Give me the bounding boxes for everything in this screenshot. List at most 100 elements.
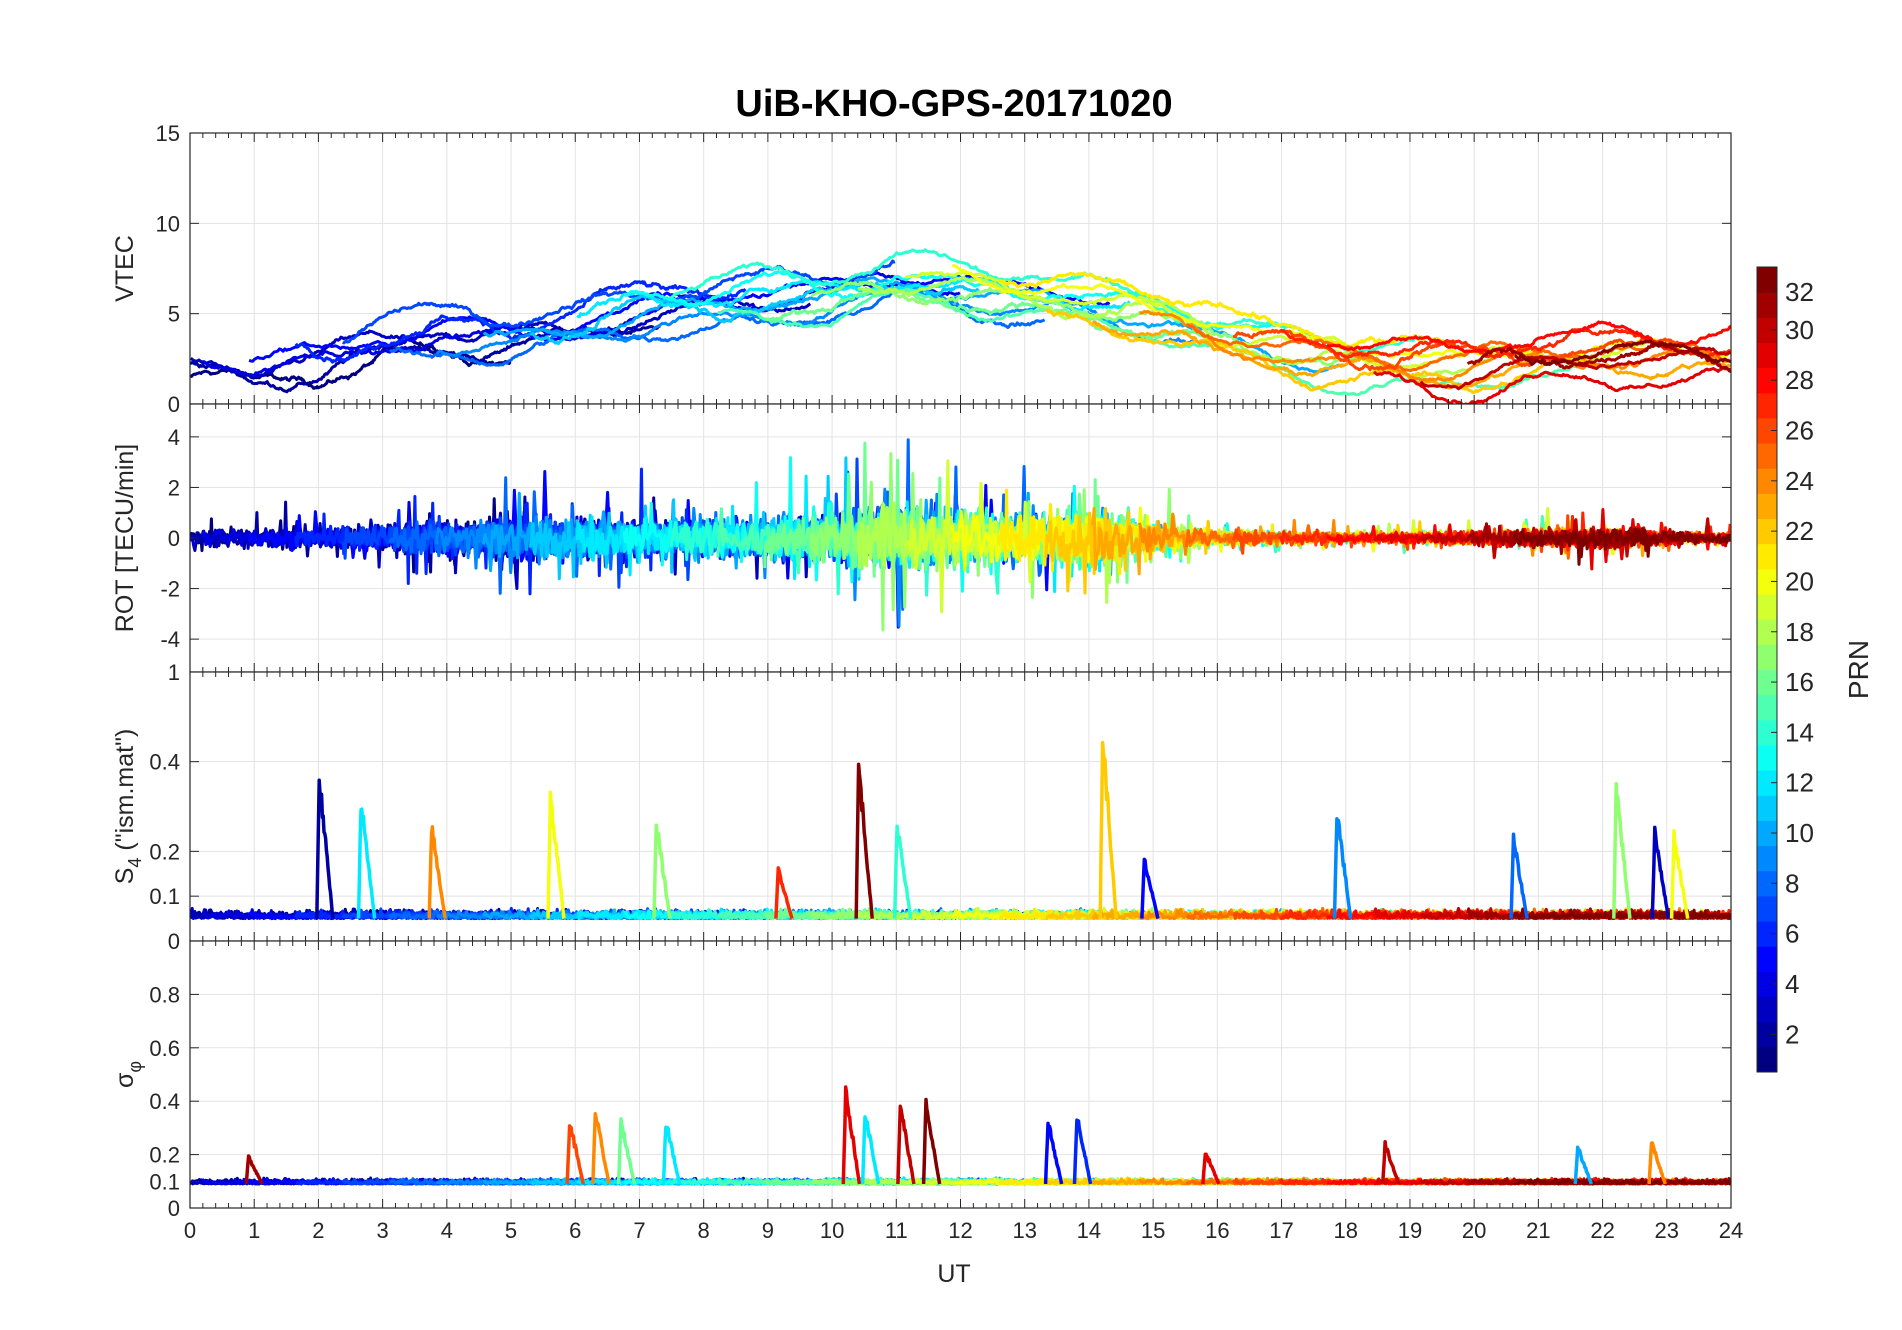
x-tick-label: 3 [377, 1218, 389, 1243]
colorbar-tick-label: 22 [1785, 516, 1814, 546]
spike-prn-5 [1043, 1121, 1064, 1185]
colorbar-swatch-prn-7 [1757, 895, 1777, 922]
y-axis-label-sigphi: σφ [111, 1061, 145, 1088]
spike-prn-10 [1573, 1145, 1593, 1185]
colorbar-swatch-prn-24 [1757, 468, 1777, 494]
x-axis-label: UT [937, 1260, 970, 1288]
colorbar-swatch-prn-3 [1757, 996, 1777, 1023]
series-prn-22 [1044, 308, 1599, 395]
y-tick-label: 0.1 [149, 1169, 180, 1194]
colorbar-swatch-prn-19 [1757, 594, 1777, 620]
colorbar-swatch-prn-28 [1757, 367, 1777, 394]
colorbar-tick-label: 18 [1785, 617, 1814, 647]
spike-prn-24 [427, 825, 447, 919]
series-prn-32 [1513, 1177, 1731, 1186]
spike-prn-12 [860, 1115, 881, 1185]
x-tick-label: 17 [1269, 1218, 1293, 1243]
x-tick-label: 22 [1590, 1218, 1614, 1243]
colorbar-border [1756, 266, 1778, 1073]
colorbar-swatch-prn-4 [1757, 971, 1777, 998]
colorbar-swatch-prn-13 [1757, 744, 1777, 771]
y-tick-label: -4 [160, 627, 180, 652]
spike-prn-12 [661, 1125, 682, 1185]
x-tick-label: 12 [948, 1218, 972, 1243]
x-tick-label: 2 [312, 1218, 324, 1243]
spike-prn-3 [1650, 825, 1671, 919]
colorbar-swatch-prn-10 [1757, 820, 1777, 847]
spike-prn-22 [1098, 740, 1118, 919]
y-axis-label-rot: ROT [TECU/min] [111, 444, 139, 632]
colorbar-swatch-prn-21 [1757, 543, 1777, 570]
x-tick-label: 7 [633, 1218, 645, 1243]
y-tick-label: 15 [156, 121, 180, 146]
colorbar-swatch-prn-25 [1757, 443, 1777, 469]
colorbar-tick-label: 20 [1785, 566, 1814, 596]
panel-s4: 0 0.1 0.2 0.4 1 S4 ("ism.mat") [111, 660, 1732, 954]
spike-prn-32 [854, 762, 874, 919]
series-group-rot [190, 438, 1731, 632]
colorbar-swatch-prn-26 [1757, 417, 1777, 444]
x-tick-label: 19 [1398, 1218, 1422, 1243]
x-tick-label: 18 [1334, 1218, 1358, 1243]
spike-prn-9 [1332, 816, 1353, 919]
colorbar-swatch-prn-27 [1757, 392, 1777, 419]
y-axis-label-s4: S4 ("ism.mat") [111, 729, 145, 885]
y-tick-label: 0 [168, 1196, 180, 1221]
colorbar-swatch-prn-22 [1757, 518, 1777, 545]
colorbar-swatch-prn-15 [1757, 694, 1777, 721]
x-tick-label: 11 [885, 1218, 908, 1243]
spike-prn-24 [591, 1112, 611, 1185]
colorbar-swatch-prn-30 [1757, 317, 1777, 343]
series-prn-7 [342, 259, 896, 345]
series-group-sigphi [190, 1085, 1731, 1186]
colorbar-swatch-prn-11 [1757, 795, 1777, 821]
spike-prn-16 [616, 1117, 637, 1185]
chart-title: UiB-KHO-GPS-20171020 [735, 83, 1172, 125]
colorbar-tick-label: 2 [1785, 1019, 1799, 1049]
y-tick-label: 0.2 [149, 1143, 180, 1168]
spike-prn-5 [1140, 857, 1160, 919]
series-prn-31 [1466, 340, 1731, 373]
colorbar-swatch-prn-20 [1757, 568, 1777, 595]
spike-prn-14 [892, 824, 913, 919]
colorbar-swatch-prn-5 [1757, 946, 1777, 972]
y-tick-label: 10 [156, 211, 180, 236]
spike-prn-2 [315, 778, 335, 919]
series-prn-32 [1513, 907, 1731, 921]
colorbar-label: PRN [1843, 640, 1874, 699]
colorbar-tick-label: 10 [1785, 818, 1814, 848]
series-prn-4 [201, 271, 961, 377]
series-prn-32 [1513, 527, 1731, 566]
colorbar-swatch-prn-12 [1757, 770, 1777, 796]
series-group-vtec [190, 248, 1731, 404]
spike-prn-24 [1647, 1141, 1667, 1185]
y-tick-label: 0.4 [149, 1089, 180, 1114]
x-tick-label: 5 [505, 1218, 517, 1243]
x-tick-label: 9 [762, 1218, 774, 1243]
colorbar-tick-label: 16 [1785, 667, 1814, 697]
spike-prn-32 [921, 1097, 942, 1185]
spike-prn-30 [896, 1104, 916, 1185]
panel-vtec: 0 5 10 15 VTEC [111, 121, 1732, 417]
spike-prn-30 [1380, 1139, 1401, 1185]
colorbar-swatch-prn-32 [1757, 267, 1777, 293]
colorbar-swatch-prn-9 [1757, 845, 1777, 872]
spike-prn-29 [841, 1085, 862, 1185]
colorbar-swatch-prn-1 [1757, 1046, 1777, 1073]
x-tick-label: 14 [1077, 1218, 1101, 1243]
x-tick-label: 16 [1205, 1218, 1229, 1243]
y-tick-label: 0.8 [149, 982, 180, 1007]
spike-prn-27 [774, 866, 794, 920]
y-tick-label: -2 [160, 577, 180, 602]
x-tick-label: 24 [1719, 1218, 1743, 1243]
x-tick-label: 8 [698, 1218, 710, 1243]
colorbar-tick-label: 4 [1785, 969, 1799, 999]
x-tick-label: 20 [1462, 1218, 1486, 1243]
series-prn-21 [997, 271, 1450, 349]
colorbar-swatch-prn-29 [1757, 342, 1777, 369]
series-prn-25 [1186, 323, 1731, 373]
x-tick-label: 0 [184, 1218, 196, 1243]
spike-prn-26 [565, 1124, 586, 1185]
colorbar-swatch-prn-18 [1757, 619, 1777, 645]
